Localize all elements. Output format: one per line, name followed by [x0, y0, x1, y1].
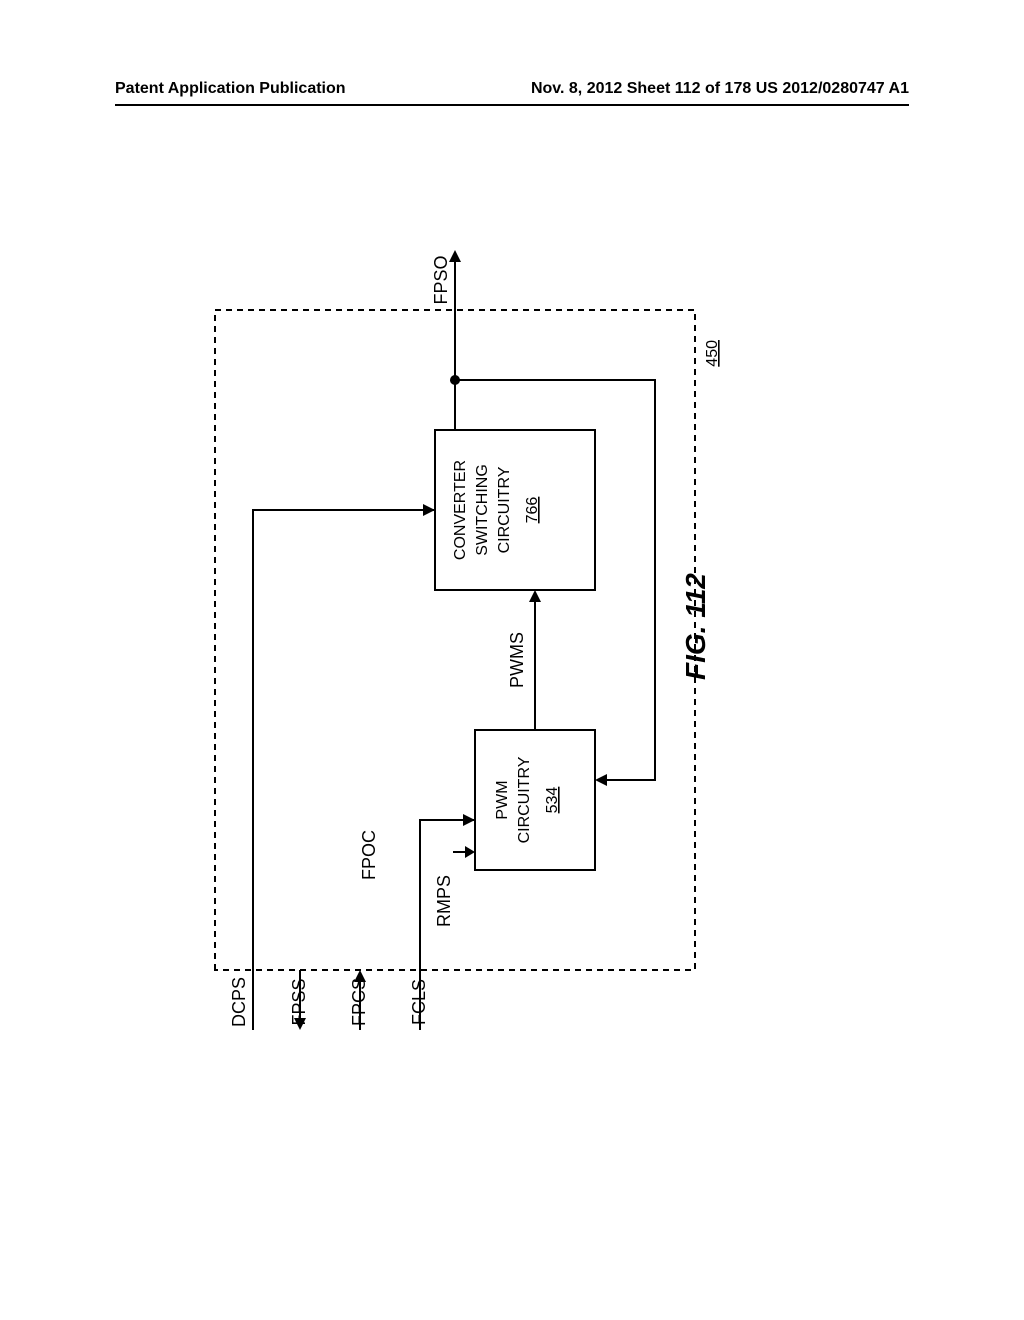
label-pwms: PWMS: [507, 632, 527, 688]
arrow-pwms: [529, 590, 541, 602]
label-dcps: DCPS: [229, 977, 249, 1027]
conv-label-bot: CIRCUITRY: [496, 466, 513, 553]
label-fpso: FPSO: [431, 255, 451, 304]
figure-caption: FIG. 112: [680, 573, 712, 680]
pwm-label-mid: CIRCUITRY: [516, 756, 533, 843]
conv-label-mid: SWITCHING: [474, 464, 491, 556]
arrow-dcps: [423, 504, 435, 516]
conv-label-top: CONVERTER: [452, 460, 469, 560]
arrow-feedback: [595, 774, 607, 786]
pwm-ref: 534: [544, 787, 561, 814]
figure-diagram: 450 PWM CIRCUITRY 534 CONVERTER SWITCHIN…: [0, 0, 1024, 1320]
pwm-label-top: PWM: [494, 780, 511, 819]
wire-dcps: [253, 510, 435, 1030]
label-fpoc: FPOC: [359, 830, 379, 880]
boundary-ref: 450: [704, 340, 721, 367]
arrow-fpoc: [463, 814, 475, 826]
conv-ref: 766: [524, 497, 541, 524]
arrow-fpcs: [354, 970, 366, 982]
arrow-rmps: [465, 846, 475, 858]
label-rmps: RMPS: [434, 875, 454, 927]
pwm-block: [475, 730, 595, 870]
